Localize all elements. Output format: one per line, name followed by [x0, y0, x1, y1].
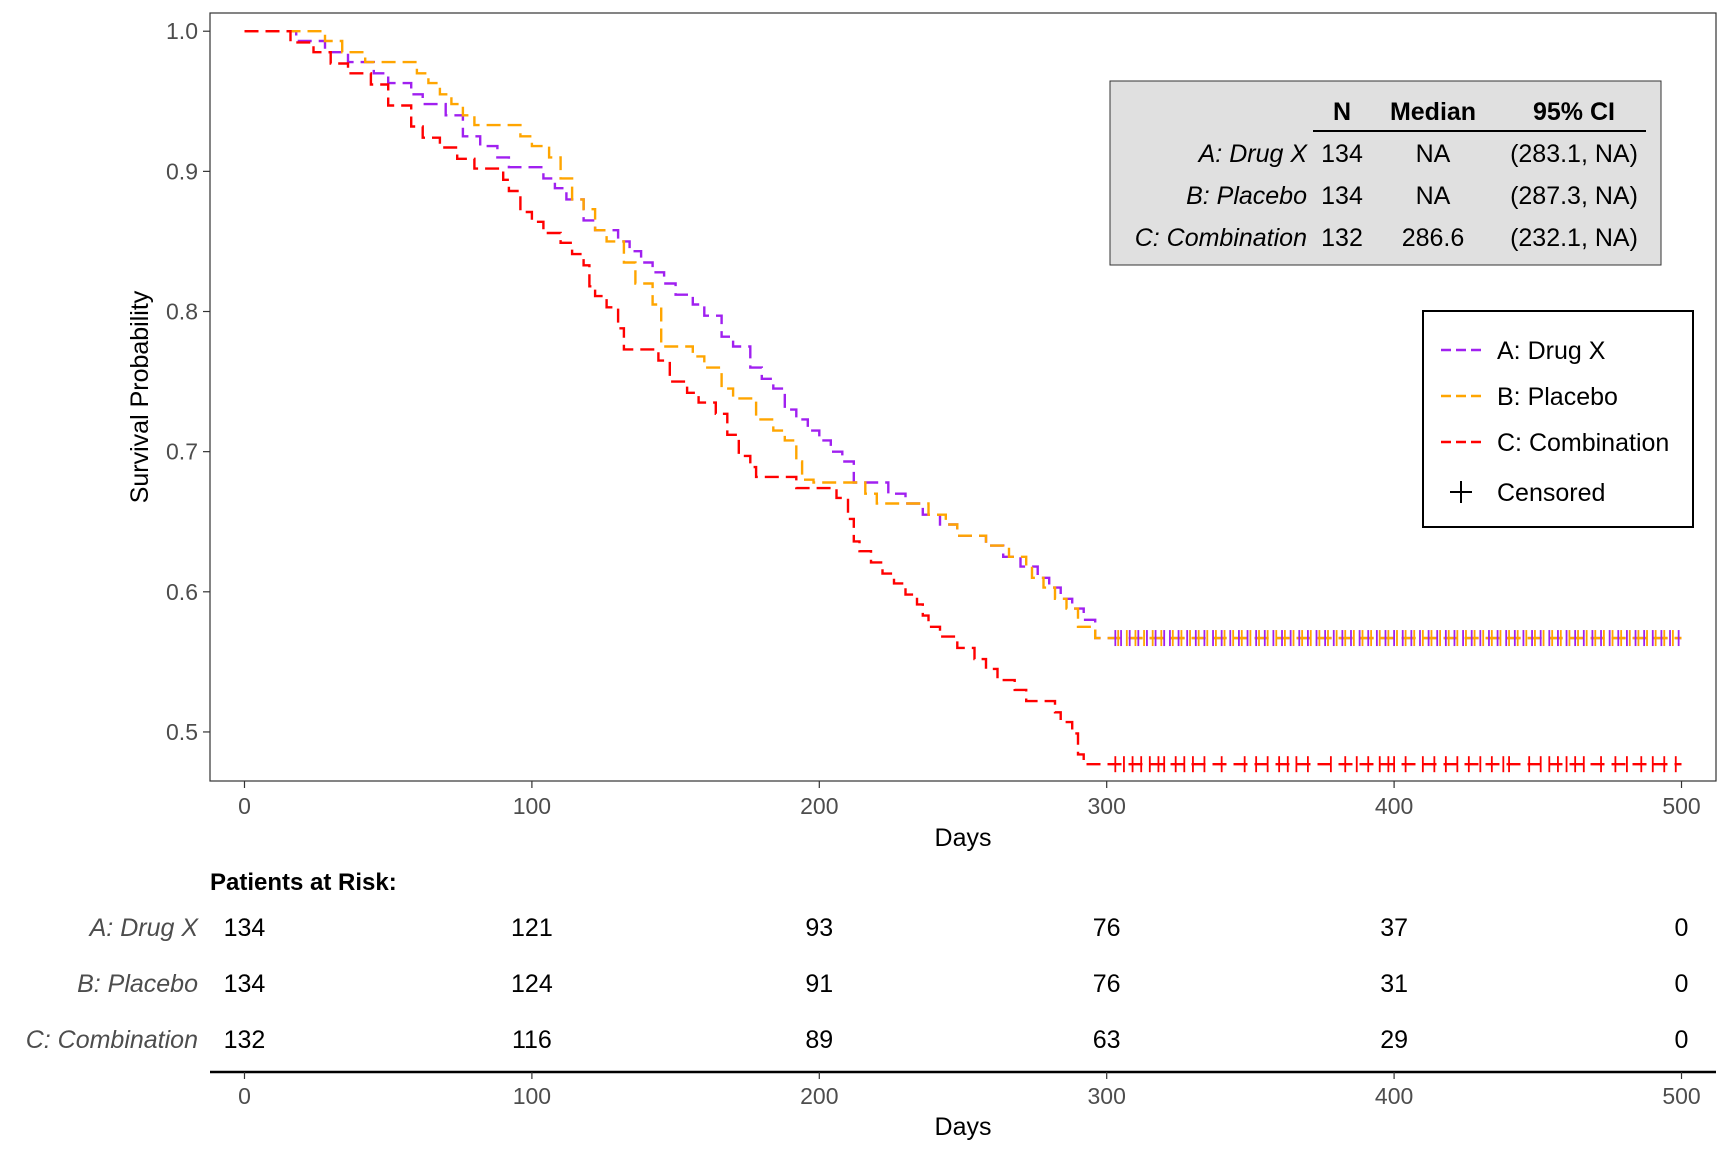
risk-x-tick-label: 0	[238, 1083, 251, 1109]
risk-x-axis-title: Days	[935, 1113, 992, 1141]
summary-row-median: NA	[1416, 140, 1451, 168]
legend-label: A: Drug X	[1497, 337, 1606, 365]
risk-x-axis: 0 100 200 300 400 500	[238, 1072, 1701, 1109]
x-tick-label: 200	[800, 793, 838, 819]
legend: A: Drug X B: Placebo C: Combination Cens…	[1422, 310, 1694, 528]
risk-x-tick-label: 100	[513, 1083, 551, 1109]
legend-label: C: Combination	[1497, 429, 1669, 457]
risk-value: 132	[224, 1026, 266, 1054]
censor-marks	[1114, 630, 1680, 773]
risk-value: 116	[512, 1026, 552, 1054]
summary-header-ci: 95% CI	[1533, 98, 1615, 126]
legend-label: Censored	[1497, 479, 1605, 507]
y-tick-label: 1.0	[166, 18, 198, 44]
risk-value: 134	[224, 970, 266, 998]
risk-row-arm: B: Placebo	[77, 970, 198, 998]
risk-value: 0	[1675, 970, 1689, 998]
risk-table: Patients at Risk: A: Drug X B: Placebo C…	[26, 869, 1716, 1141]
summary-table-box	[1109, 80, 1662, 266]
summary-row-arm: B: Placebo	[1186, 182, 1307, 210]
summary-row-arm: A: Drug X	[1197, 140, 1309, 168]
risk-value: 29	[1380, 1026, 1408, 1054]
y-tick-label: 0.6	[166, 579, 198, 605]
summary-row-median: 286.6	[1402, 224, 1465, 252]
risk-table-title: Patients at Risk:	[210, 869, 397, 896]
risk-value: 124	[511, 970, 553, 998]
y-tick-label: 0.9	[166, 158, 198, 184]
risk-value: 37	[1380, 914, 1408, 942]
risk-value: 134	[224, 914, 266, 942]
survival-curves	[244, 30, 1682, 766]
x-tick-label: 300	[1088, 793, 1126, 819]
risk-x-tick-label: 300	[1088, 1083, 1126, 1109]
summary-row-ci: (232.1, NA)	[1510, 224, 1638, 252]
risk-value: 121	[511, 914, 553, 942]
survival-curve	[244, 30, 1682, 766]
x-tick-label: 0	[238, 793, 251, 819]
x-tick-label: 100	[513, 793, 551, 819]
summary-table: N Median 95% CI A: Drug X 134 NA (283.1,…	[1109, 80, 1662, 266]
y-tick-label: 0.7	[166, 439, 198, 465]
x-tick-label: 500	[1662, 793, 1700, 819]
risk-row-arm: C: Combination	[26, 1026, 198, 1054]
summary-row-arm: C: Combination	[1135, 224, 1307, 252]
summary-row-n: 134	[1321, 182, 1363, 210]
summary-header-median: Median	[1390, 98, 1476, 126]
risk-x-tick-label: 400	[1375, 1083, 1413, 1109]
legend-label: B: Placebo	[1497, 383, 1618, 411]
summary-row-n: 134	[1321, 140, 1363, 168]
risk-value: 93	[805, 914, 833, 942]
risk-value: 89	[805, 1026, 833, 1054]
x-tick-label: 400	[1375, 793, 1413, 819]
summary-row-median: NA	[1416, 182, 1451, 210]
risk-value: 63	[1093, 1026, 1121, 1054]
survival-curve	[244, 30, 1682, 640]
risk-value: 31	[1380, 970, 1408, 998]
y-tick-label: 0.5	[166, 719, 198, 745]
y-axis-title: Survival Probability	[126, 290, 154, 503]
risk-values: 134 121 93 76 37 0 134 124 91 76 31 0 132 116 89 63 29 0	[224, 914, 1689, 1054]
risk-value: 76	[1093, 970, 1121, 998]
risk-x-tick-label: 500	[1662, 1083, 1700, 1109]
risk-x-tick-label: 200	[800, 1083, 838, 1109]
x-axis-title: Days	[935, 824, 992, 852]
risk-row-arm: A: Drug X	[88, 914, 200, 942]
summary-row-n: 132	[1321, 224, 1363, 252]
risk-value: 0	[1675, 914, 1689, 942]
y-axis: 0.5 0.6 0.7 0.8 0.9 1.0	[166, 18, 210, 745]
risk-value: 91	[805, 970, 833, 998]
summary-header-n: N	[1333, 98, 1351, 126]
summary-row-ci: (287.3, NA)	[1510, 182, 1638, 210]
x-axis: 0 100 200 300 400 500	[238, 781, 1701, 819]
risk-value: 0	[1675, 1026, 1689, 1054]
summary-row-ci: (283.1, NA)	[1510, 140, 1638, 168]
risk-value: 76	[1093, 914, 1121, 942]
y-tick-label: 0.8	[166, 299, 198, 325]
legend-censor-plus-icon	[1450, 481, 1472, 503]
